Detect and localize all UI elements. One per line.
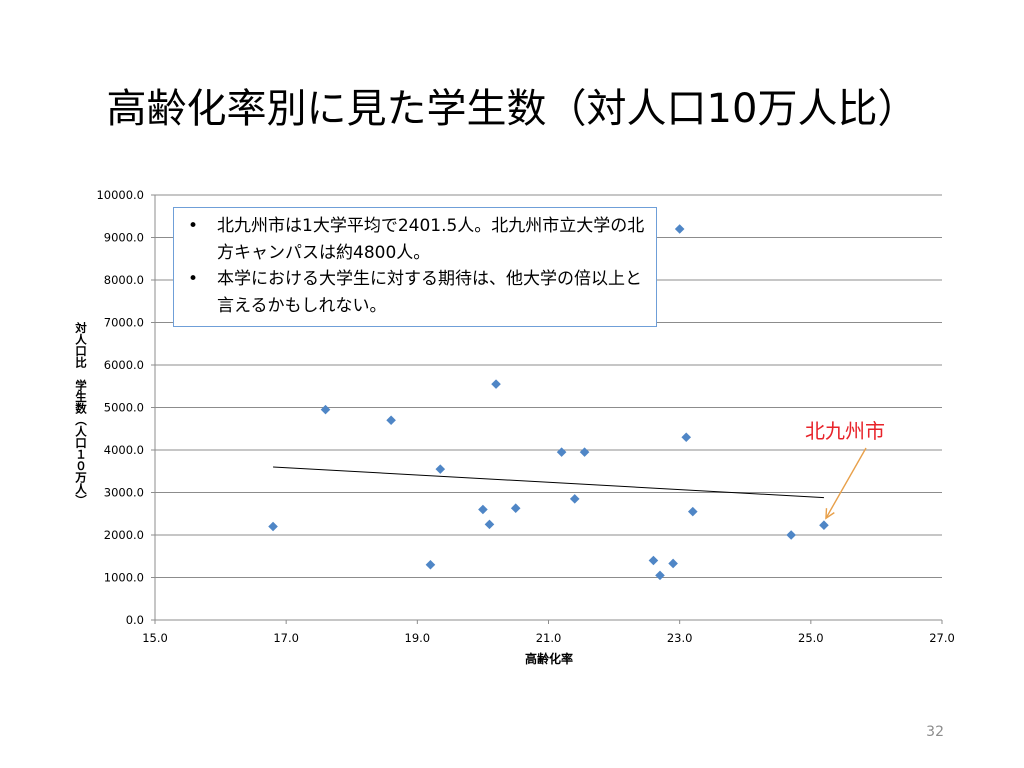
data-point bbox=[674, 224, 685, 234]
data-point bbox=[478, 504, 488, 515]
note-item: • 北九州市は1大学平均で2401.5人。北九州市立大学の北方キャンパスは約48… bbox=[182, 213, 648, 266]
data-point bbox=[819, 520, 829, 531]
data-point bbox=[655, 570, 665, 581]
data-point bbox=[569, 494, 580, 504]
data-point bbox=[425, 559, 436, 570]
y-tick-label: 5000.0 bbox=[104, 401, 144, 415]
data-point bbox=[320, 404, 331, 415]
callout-arrow-head bbox=[825, 508, 835, 520]
x-axis-label: 高齢化率 bbox=[524, 652, 573, 666]
data-point bbox=[668, 558, 678, 569]
note-box: • 北九州市は1大学平均で2401.5人。北九州市立大学の北方キャンパスは約48… bbox=[173, 207, 657, 327]
x-tick-label: 15.0 bbox=[142, 631, 168, 645]
data-point bbox=[435, 464, 446, 474]
data-point bbox=[386, 415, 396, 426]
slide-title: 高齢化率別に見た学生数（対人口10万人比） bbox=[106, 86, 918, 132]
trendline-group bbox=[273, 466, 824, 499]
y-tick-label: 10000.0 bbox=[96, 188, 144, 202]
bullet-icon: • bbox=[188, 216, 199, 236]
page-number: 32 bbox=[926, 724, 944, 740]
y-axis-label: 対人口比 学生数（人口１０万人） bbox=[74, 322, 88, 506]
data-point bbox=[510, 503, 521, 514]
y-tick-label: 6000.0 bbox=[104, 358, 144, 372]
x-tick-labels: 15.0 17.0 19.0 21.0 23.0 25.0 27.0 bbox=[142, 631, 955, 645]
trendline bbox=[273, 466, 824, 499]
data-point bbox=[786, 530, 796, 540]
y-tick-label: 7000.0 bbox=[104, 316, 144, 330]
bullet-icon: • bbox=[188, 269, 199, 289]
data-point bbox=[484, 519, 495, 530]
x-tick-label: 21.0 bbox=[536, 631, 562, 645]
y-tick-label: 2000.0 bbox=[104, 528, 144, 542]
data-point bbox=[491, 379, 501, 389]
data-point bbox=[579, 447, 590, 457]
x-tick-label: 23.0 bbox=[667, 631, 693, 645]
y-tick-label: 0.0 bbox=[126, 613, 144, 627]
data-point bbox=[556, 447, 567, 457]
callout-arrow bbox=[825, 447, 867, 519]
data-point bbox=[681, 432, 692, 443]
data-points bbox=[268, 224, 829, 581]
y-tick-label: 1000.0 bbox=[104, 571, 144, 585]
data-point bbox=[268, 521, 278, 532]
note-item-text: 本学における大学生に対する期待は、他大学の倍以上と言えるかもしれない。 bbox=[217, 269, 642, 316]
callout-label: 北九州市 bbox=[805, 419, 885, 443]
y-tick-label: 3000.0 bbox=[104, 486, 144, 500]
x-tick-label: 27.0 bbox=[929, 631, 955, 645]
note-item-text: 北九州市は1大学平均で2401.5人。北九州市立大学の北方キャンパスは約4800… bbox=[217, 216, 645, 263]
y-tick-label: 8000.0 bbox=[104, 273, 144, 287]
x-tick-label: 17.0 bbox=[273, 631, 299, 645]
data-point bbox=[687, 506, 698, 517]
data-point bbox=[648, 555, 659, 566]
y-tick-label: 9000.0 bbox=[104, 231, 144, 245]
y-tick-labels: 0.0 1000.0 2000.0 3000.0 4000.0 5000.0 6000.0 7… bbox=[96, 188, 144, 627]
x-tick-label: 25.0 bbox=[798, 631, 824, 645]
y-tick-label: 4000.0 bbox=[104, 443, 144, 457]
note-item: • 本学における大学生に対する期待は、他大学の倍以上と言えるかもしれない。 bbox=[182, 266, 648, 319]
axes bbox=[151, 194, 943, 624]
callout-arrow-group bbox=[825, 447, 867, 520]
x-tick-label: 19.0 bbox=[405, 631, 431, 645]
